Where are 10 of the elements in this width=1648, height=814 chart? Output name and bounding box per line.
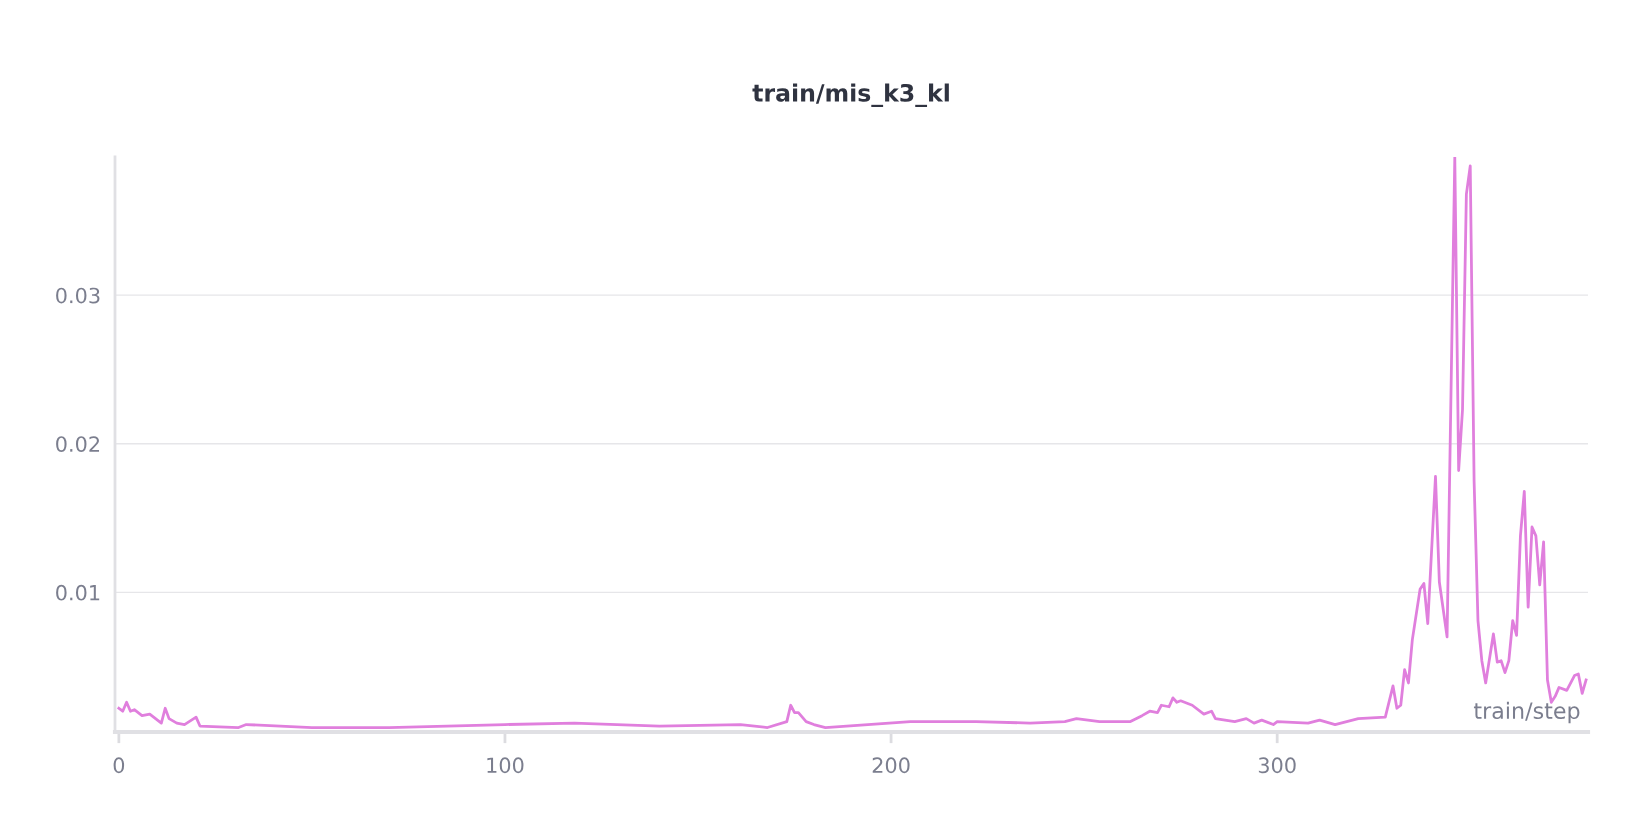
y-tick-label: 0.01 <box>56 584 100 601</box>
x-tick-label: 0 <box>113 757 125 774</box>
x-axis-title: train/step <box>1473 701 1580 724</box>
x-tick-label: 100 <box>487 757 524 774</box>
line-series <box>117 157 1588 729</box>
y-tick-label: 0.02 <box>56 436 100 452</box>
x-tick-label: 200 <box>872 757 910 774</box>
chart-title: train/mis_k3_kl <box>752 83 949 108</box>
y-tick-label: 0.03 <box>56 287 100 304</box>
x-tick-label: 300 <box>1258 757 1296 774</box>
